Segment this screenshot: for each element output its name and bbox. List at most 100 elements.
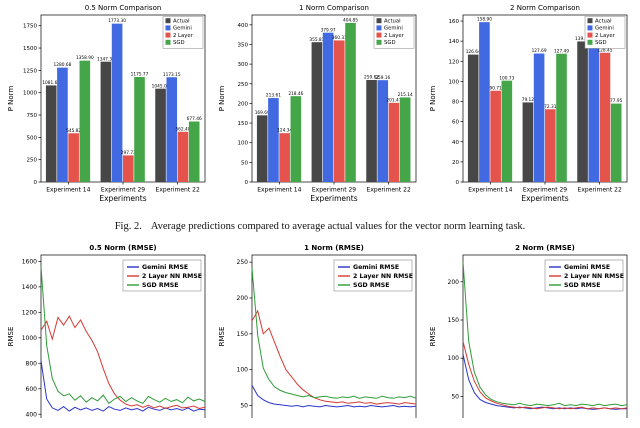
bar-chart-1-norm: 0 50 100 150 200 250 300 350 400 169.69 355.81 259.… xyxy=(218,4,417,203)
svg-text:139.71: 139.71 xyxy=(575,36,590,42)
svg-text:SGD RMSE: SGD RMSE xyxy=(564,282,600,289)
svg-text:Experiment 14: Experiment 14 xyxy=(468,187,512,194)
svg-text:2 Layer: 2 Layer xyxy=(384,33,405,39)
svg-text:Experiment 22: Experiment 22 xyxy=(578,187,622,194)
svg-text:SGD: SGD xyxy=(384,40,396,46)
svg-text:545.82: 545.82 xyxy=(66,128,81,134)
svg-text:50: 50 xyxy=(451,393,459,400)
svg-text:Experiment 22: Experiment 22 xyxy=(156,187,200,194)
svg-text:169.69: 169.69 xyxy=(255,110,270,116)
svg-text:50: 50 xyxy=(240,403,248,410)
svg-text:1600: 1600 xyxy=(22,258,37,265)
svg-text:140: 140 xyxy=(449,39,460,45)
svg-text:120: 120 xyxy=(449,59,460,65)
bar-chart-2-norm: 0 20 40 60 80 100 120 140 160 126.64 79.12 139.71 15… xyxy=(429,4,628,203)
line-chart-2-norm-rmse: 50 100 150 200 Gemini RMSE 2 Layer NN RMSE SGD… xyxy=(429,244,628,418)
svg-text:160: 160 xyxy=(449,19,460,25)
svg-text:0: 0 xyxy=(456,180,460,186)
svg-text:Experiments: Experiments xyxy=(99,194,146,203)
svg-text:201.47: 201.47 xyxy=(386,97,401,103)
svg-text:400: 400 xyxy=(26,411,38,418)
svg-text:1173.15: 1173.15 xyxy=(163,72,181,78)
svg-text:Experiments: Experiments xyxy=(521,194,568,203)
svg-text:2 Norm Comparison: 2 Norm Comparison xyxy=(510,4,580,12)
svg-text:60: 60 xyxy=(452,120,459,126)
svg-text:126.64: 126.64 xyxy=(466,49,481,55)
svg-text:1280.68: 1280.68 xyxy=(54,62,72,68)
svg-text:128.45: 128.45 xyxy=(597,47,612,53)
svg-text:355.81: 355.81 xyxy=(309,37,324,43)
svg-text:Gemini: Gemini xyxy=(595,26,614,32)
figure-caption: Fig. 2. Average predictions compared to a… xyxy=(0,221,640,232)
svg-text:Gemini RMSE: Gemini RMSE xyxy=(142,264,188,271)
svg-text:Gemini RMSE: Gemini RMSE xyxy=(564,264,610,271)
svg-text:1347.36: 1347.36 xyxy=(97,56,115,62)
svg-text:677.46: 677.46 xyxy=(187,116,202,122)
svg-text:1 Norm Comparison: 1 Norm Comparison xyxy=(299,4,369,12)
line-chart-0-5-norm-rmse: 400 600 800 1000 1200 1400 1600 Gemini RMSE 2 La… xyxy=(7,244,206,418)
svg-text:Gemini RMSE: Gemini RMSE xyxy=(353,264,399,271)
svg-text:562.48: 562.48 xyxy=(175,126,190,132)
svg-text:Actual: Actual xyxy=(595,19,612,25)
svg-text:Experiment 22: Experiment 22 xyxy=(367,187,411,194)
svg-text:Gemini: Gemini xyxy=(384,26,403,32)
svg-text:379.97: 379.97 xyxy=(321,27,336,33)
svg-text:Experiment 29: Experiment 29 xyxy=(101,187,145,194)
svg-text:0.5 Norm Comparison: 0.5 Norm Comparison xyxy=(85,4,162,12)
svg-text:297.73: 297.73 xyxy=(121,150,136,156)
svg-text:1000: 1000 xyxy=(23,91,37,97)
bar-charts-row: 0 250 500 750 1000 1250 1500 1750 1081.68 1347.36… xyxy=(0,0,640,210)
line-charts-row: 400 600 800 1000 1200 1400 1600 Gemini RMSE 2 La… xyxy=(0,242,640,418)
svg-text:Experiment 29: Experiment 29 xyxy=(312,187,356,194)
line-chart-1-norm-rmse: 50 100 150 200 250 Gemini RMSE 2 Layer NN RMSE… xyxy=(218,244,417,418)
svg-text:2 Layer NN RMSE: 2 Layer NN RMSE xyxy=(353,273,413,280)
svg-text:SGD RMSE: SGD RMSE xyxy=(353,282,389,289)
svg-text:127.49: 127.49 xyxy=(554,48,569,54)
svg-text:SGD: SGD xyxy=(595,40,607,46)
svg-text:250: 250 xyxy=(238,82,249,88)
svg-text:2 Layer NN RMSE: 2 Layer NN RMSE xyxy=(142,273,202,280)
svg-text:Actual: Actual xyxy=(384,19,401,25)
chart-2-norm-comparison: 0 20 40 60 80 100 120 140 160 126.64 79.12 139.71 15… xyxy=(426,2,636,210)
svg-text:1045.08: 1045.08 xyxy=(152,83,170,89)
figure-caption-label: Fig. 2. xyxy=(114,221,142,232)
svg-text:500: 500 xyxy=(27,135,38,141)
svg-text:RMSE: RMSE xyxy=(429,327,437,347)
svg-text:1773.30: 1773.30 xyxy=(108,18,126,24)
svg-text:77.95: 77.95 xyxy=(610,98,623,104)
svg-text:SGD: SGD xyxy=(173,40,185,46)
svg-text:218.46: 218.46 xyxy=(288,91,303,97)
svg-text:RMSE: RMSE xyxy=(218,327,226,347)
bar-chart-0-5-norm: 0 250 500 750 1000 1250 1500 1750 1081.68 1347.36… xyxy=(7,4,206,203)
svg-text:Experiment 14: Experiment 14 xyxy=(257,187,301,194)
svg-text:250: 250 xyxy=(27,158,38,164)
svg-text:2 Norm (RMSE): 2 Norm (RMSE) xyxy=(515,244,575,252)
svg-text:1358.90: 1358.90 xyxy=(76,55,94,61)
svg-text:72.31: 72.31 xyxy=(544,104,557,110)
svg-text:40: 40 xyxy=(452,140,459,146)
svg-text:1200: 1200 xyxy=(22,309,37,316)
svg-text:0: 0 xyxy=(34,180,38,186)
svg-text:158.90: 158.90 xyxy=(477,17,492,23)
svg-text:1400: 1400 xyxy=(22,284,37,291)
svg-text:P Norm: P Norm xyxy=(218,86,226,112)
svg-text:90.71: 90.71 xyxy=(489,85,502,91)
svg-text:150: 150 xyxy=(448,317,460,324)
svg-text:259.16: 259.16 xyxy=(375,75,390,81)
svg-text:200: 200 xyxy=(237,295,249,302)
svg-text:2 Layer: 2 Layer xyxy=(595,33,616,39)
svg-text:150: 150 xyxy=(237,331,249,338)
chart-1-norm-rmse: 50 100 150 200 250 Gemini RMSE 2 Layer NN RMSE… xyxy=(215,242,425,418)
svg-text:400: 400 xyxy=(238,23,249,29)
svg-text:Gemini: Gemini xyxy=(173,26,192,32)
svg-text:750: 750 xyxy=(27,113,38,119)
svg-text:Experiments: Experiments xyxy=(310,194,357,203)
svg-text:600: 600 xyxy=(26,386,38,393)
svg-text:80: 80 xyxy=(452,100,459,106)
svg-text:Experiment 29: Experiment 29 xyxy=(523,187,567,194)
chart-1-norm-comparison: 0 50 100 150 200 250 300 350 400 169.69 355.81 259.… xyxy=(215,2,425,210)
svg-text:259.62: 259.62 xyxy=(364,75,379,81)
svg-text:1000: 1000 xyxy=(22,335,37,342)
svg-text:SGD RMSE: SGD RMSE xyxy=(142,282,178,289)
